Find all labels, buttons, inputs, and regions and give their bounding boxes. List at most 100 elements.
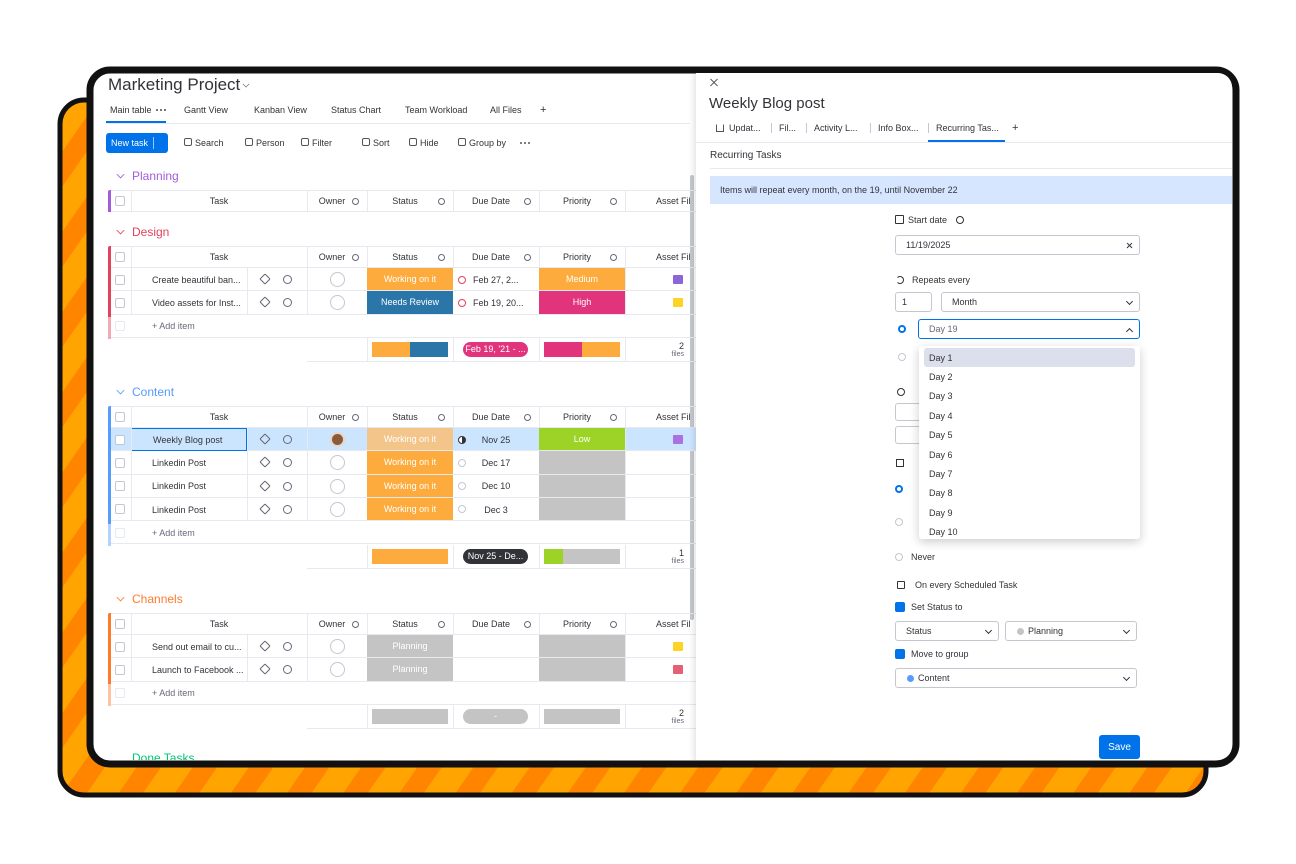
start-input[interactable]: 11/19/2025	[895, 235, 1140, 255]
col-divider	[625, 190, 626, 212]
move-group-label: Move to group	[911, 649, 969, 659]
col-divider	[539, 544, 540, 568]
group-value[interactable]: Content	[895, 668, 1137, 688]
add-bar	[108, 523, 111, 546]
panel-tab[interactable]: Recurring Tas...	[936, 123, 999, 133]
col-divider	[131, 428, 132, 452]
column-header: Asset Files	[656, 196, 690, 206]
toolbar-icon	[301, 138, 309, 146]
col-divider	[131, 190, 132, 212]
scheduled-label: On every Scheduled Task	[915, 580, 1018, 590]
tab-underline	[928, 140, 1005, 142]
icon	[329, 501, 345, 517]
view-tab: Team Workload	[405, 105, 468, 115]
task-name: Weekly Blog post	[131, 428, 247, 452]
add-item[interactable]: + Add item	[152, 688, 195, 699]
toolbar-group_by[interactable]: Group by	[469, 138, 507, 148]
toolbar-filter[interactable]: Filter	[312, 138, 332, 148]
icon	[329, 662, 345, 678]
day-option[interactable]: Day 7	[929, 468, 953, 479]
repeat-count[interactable]: 1	[895, 292, 932, 312]
toolbar-icon	[362, 138, 370, 146]
done-group: Done Tasks	[132, 751, 195, 765]
view-tab: Gantt View	[184, 105, 228, 115]
day-option[interactable]: Day 4	[929, 410, 953, 421]
column-header: Asset Files	[656, 412, 690, 422]
priority-summary	[544, 341, 582, 357]
section-title: Recurring Tasks	[710, 149, 782, 161]
col-divider	[247, 268, 248, 292]
icon	[906, 674, 914, 682]
row	[111, 268, 700, 292]
status-value[interactable]: Planning	[1005, 621, 1137, 641]
col-divider	[307, 451, 308, 475]
row	[111, 291, 700, 315]
col-divider	[307, 658, 308, 682]
day-option[interactable]: Day 1	[924, 348, 1135, 367]
panel-tab[interactable]: Updat...	[729, 123, 761, 133]
toolbar-search[interactable]: Search	[195, 138, 224, 148]
col-divider	[539, 406, 540, 428]
icon	[282, 458, 292, 468]
column-header: Owner	[318, 196, 346, 206]
checkbox	[115, 527, 125, 538]
tabs-divider	[106, 123, 690, 124]
day-option[interactable]: Day 5	[929, 430, 953, 441]
day-option[interactable]: Day 9	[929, 507, 953, 518]
add-item[interactable]: + Add item	[152, 321, 195, 332]
day-select[interactable]: Day 19	[918, 319, 1140, 339]
icon	[329, 295, 345, 311]
icon	[458, 458, 466, 467]
view-tab: All Files	[490, 105, 522, 115]
checkbox	[115, 664, 125, 675]
col-divider	[131, 474, 132, 498]
col-divider	[307, 497, 308, 522]
panel-tab[interactable]: Activity L...	[814, 123, 858, 133]
icon	[458, 275, 466, 284]
checkbox	[115, 196, 125, 206]
panel-tab[interactable]: Fil...	[779, 123, 796, 133]
add-bar	[108, 316, 111, 340]
icon	[897, 388, 905, 396]
icon	[523, 253, 531, 261]
toolbar-person[interactable]: Person	[256, 138, 285, 148]
task-name: Linkedin Post	[152, 481, 207, 492]
due-date: Dec 3	[484, 504, 508, 515]
col-divider	[539, 704, 540, 729]
col-divider	[453, 246, 454, 268]
day-option[interactable]: Day 6	[929, 449, 953, 460]
day-option[interactable]: Day 2	[929, 371, 953, 382]
repeat-unit[interactable]: Month	[941, 292, 1140, 312]
checkbox	[115, 412, 125, 422]
status-field[interactable]: Status	[895, 621, 999, 641]
group-bar	[108, 190, 111, 212]
due-summary: Nov 25 - De...	[463, 548, 528, 564]
status-cell: Working on it	[367, 451, 453, 474]
icon	[282, 665, 292, 675]
column-header: Priority	[562, 412, 591, 422]
add-item[interactable]: + Add item	[152, 527, 195, 538]
icon	[329, 639, 345, 654]
col-divider	[625, 451, 626, 475]
new-task-btn[interactable]: New task	[106, 133, 168, 153]
day-option[interactable]: Day 10	[929, 527, 958, 538]
icon	[351, 413, 359, 421]
save-btn[interactable]: Save	[1099, 735, 1140, 759]
priority-cell: Medium	[539, 268, 625, 291]
column-header: Task	[209, 619, 229, 629]
col-divider	[625, 497, 626, 522]
column-header: Asset Files	[656, 619, 690, 629]
asset-thumb	[673, 642, 683, 651]
day-option[interactable]: Day 8	[929, 488, 953, 499]
day-option[interactable]: Day 3	[929, 391, 953, 402]
icon	[458, 505, 466, 514]
toolbar-sort[interactable]: Sort	[373, 138, 390, 148]
files-count: 2	[678, 340, 684, 351]
checkbox	[115, 688, 125, 699]
col-divider	[367, 704, 368, 729]
toolbar-hide[interactable]: Hide	[420, 138, 439, 148]
col-divider	[131, 451, 132, 475]
cal-icon	[896, 459, 904, 467]
panel-tab[interactable]: Info Box...	[878, 123, 919, 133]
priority-summary	[544, 548, 563, 564]
